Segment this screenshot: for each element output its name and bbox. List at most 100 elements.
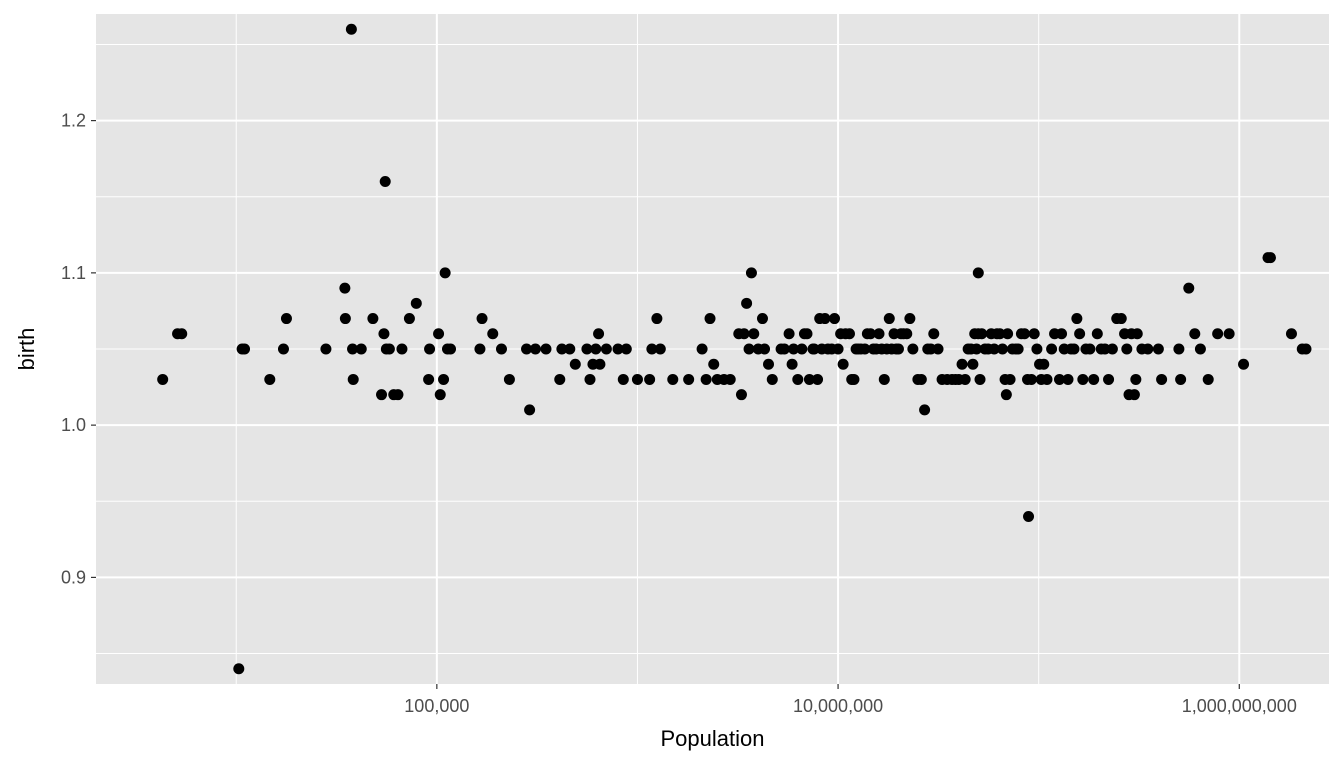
data-point <box>1019 328 1031 340</box>
data-point <box>445 343 457 355</box>
data-point <box>683 373 695 385</box>
data-point <box>859 343 871 355</box>
data-point <box>1028 328 1040 340</box>
data-point <box>837 358 849 370</box>
x-axis-title: Population <box>661 726 765 751</box>
data-point <box>1038 358 1050 370</box>
data-point <box>1238 358 1250 370</box>
data-point <box>554 373 566 385</box>
data-point <box>967 358 979 370</box>
data-point <box>345 23 357 35</box>
data-point <box>700 373 712 385</box>
x-tick-label: 1,000,000,000 <box>1182 696 1297 716</box>
data-point <box>1068 343 1080 355</box>
data-point <box>892 343 904 355</box>
data-point <box>788 343 800 355</box>
data-point <box>1223 328 1235 340</box>
data-point <box>1156 373 1168 385</box>
data-point <box>651 313 663 325</box>
data-point <box>584 373 596 385</box>
data-point <box>748 328 760 340</box>
x-tick-label: 100,000 <box>404 696 469 716</box>
data-point <box>1142 343 1154 355</box>
data-point <box>524 404 536 416</box>
data-point <box>1128 389 1140 401</box>
data-point <box>976 328 988 340</box>
data-point <box>347 373 359 385</box>
data-point <box>631 373 643 385</box>
data-point <box>915 373 927 385</box>
data-point <box>919 404 931 416</box>
data-point <box>593 328 605 340</box>
data-point <box>1212 328 1224 340</box>
data-point <box>1285 328 1297 340</box>
data-point <box>1084 343 1096 355</box>
data-point <box>378 328 390 340</box>
data-point <box>956 358 968 370</box>
y-tick-label: 1.0 <box>61 415 86 435</box>
data-point <box>600 343 612 355</box>
y-axis-title: birth <box>14 328 39 371</box>
data-point <box>959 373 971 385</box>
data-point <box>590 343 602 355</box>
data-point <box>1071 313 1083 325</box>
data-point <box>812 373 824 385</box>
data-point <box>1041 373 1053 385</box>
data-point <box>832 343 844 355</box>
data-point <box>1202 373 1214 385</box>
data-point <box>808 343 820 355</box>
data-point <box>1056 328 1068 340</box>
data-point <box>1088 373 1100 385</box>
data-point <box>529 343 541 355</box>
data-point <box>878 373 890 385</box>
data-point <box>495 343 507 355</box>
data-point <box>1046 343 1058 355</box>
data-point <box>355 343 367 355</box>
data-point <box>347 343 359 355</box>
axis-ticks: 100,000 10,000,000 1,000,000,000 0.9 1.0 1.1 1… <box>61 111 1297 716</box>
data-point <box>410 297 422 309</box>
data-point <box>521 343 533 355</box>
data-point <box>239 343 251 355</box>
data-point <box>873 328 885 340</box>
data-point <box>1189 328 1201 340</box>
data-point <box>569 358 581 370</box>
data-point <box>741 297 753 309</box>
data-point <box>1074 328 1086 340</box>
data-point <box>176 328 188 340</box>
x-tick-label: 10,000,000 <box>793 696 883 716</box>
data-point <box>1012 343 1024 355</box>
data-point <box>339 313 351 325</box>
data-point <box>379 176 391 187</box>
data-point <box>1077 373 1089 385</box>
data-point <box>1103 373 1115 385</box>
data-point <box>708 358 720 370</box>
y-tick-label: 1.1 <box>61 263 86 283</box>
data-point <box>1175 373 1187 385</box>
data-point <box>792 373 804 385</box>
data-point <box>724 373 736 385</box>
data-point <box>339 282 351 294</box>
data-point <box>1000 389 1012 401</box>
data-point <box>439 267 451 279</box>
data-point <box>883 313 895 325</box>
data-point <box>994 328 1006 340</box>
data-point <box>928 328 940 340</box>
data-point <box>819 313 831 325</box>
data-point <box>620 343 632 355</box>
y-tick-label: 1.2 <box>61 111 86 131</box>
data-point <box>392 389 404 401</box>
data-point <box>1264 252 1276 264</box>
data-point <box>901 328 913 340</box>
data-point <box>487 328 499 340</box>
data-point <box>646 343 658 355</box>
data-point <box>320 343 332 355</box>
data-point <box>476 313 488 325</box>
data-point <box>704 313 716 325</box>
data-point <box>1002 328 1014 340</box>
data-point <box>617 373 629 385</box>
data-point <box>233 663 245 675</box>
data-point <box>1130 373 1142 385</box>
data-point <box>756 313 768 325</box>
